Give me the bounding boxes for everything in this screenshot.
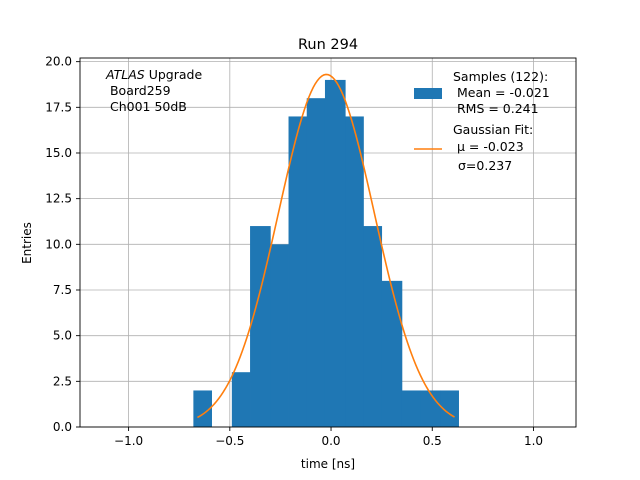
legend-samples-mean: Mean = -0.021 [453, 85, 550, 100]
x-tick-label: 0.0 [321, 434, 340, 448]
chart-title: Run 294 [298, 37, 358, 53]
annotation-line-1: ATLAS Upgrade [105, 67, 202, 82]
histogram-bar [363, 226, 383, 427]
y-tick-label: 12.5 [45, 192, 72, 206]
y-axis-ticks: 0.0 2.5 5.0 7.5 10.0 12.5 15.0 17.5 20.0 [45, 55, 80, 434]
legend-samples-title: Samples (122): [453, 69, 548, 84]
y-tick-label: 7.5 [53, 283, 72, 297]
y-tick-label: 5.0 [53, 329, 72, 343]
x-tick-label: 0.5 [423, 434, 442, 448]
y-axis-label: Entries [20, 222, 34, 264]
histogram-bar [306, 98, 326, 428]
histogram-bar [288, 116, 308, 427]
x-tick-label: −1.0 [114, 434, 143, 448]
annotation-line-3: Ch001 50dB [106, 99, 187, 114]
legend-samples-rms: RMS = 0.241 [453, 101, 539, 116]
histogram-bar [420, 390, 441, 427]
histogram-bar [381, 280, 403, 427]
x-tick-label: −0.5 [215, 434, 244, 448]
histogram-bars [193, 79, 459, 428]
atlas-annotation: ATLAS Upgrade Board259 Ch001 50dB [105, 67, 202, 114]
legend: Samples (122): Mean = -0.021 RMS = 0.241… [414, 69, 550, 173]
gaussian-fit-curve [197, 73, 455, 419]
y-tick-label: 20.0 [45, 55, 72, 69]
annotation-line-2: Board259 [106, 83, 171, 98]
x-axis-label: time [ns] [301, 457, 355, 471]
y-tick-label: 0.0 [53, 420, 72, 434]
legend-samples-swatch [414, 88, 442, 99]
legend-fit-mu: μ = -0.023 [453, 139, 524, 154]
y-tick-label: 17.5 [45, 100, 72, 114]
histogram-bar [345, 116, 364, 427]
plot-frame [79, 57, 577, 428]
y-tick-label: 10.0 [45, 237, 72, 251]
x-tick-label: 1.0 [524, 434, 543, 448]
legend-fit-sigma: σ=0.237 [458, 158, 512, 173]
y-tick-label: 2.5 [53, 374, 72, 388]
histogram-bar [250, 226, 271, 427]
histogram-bar [324, 79, 346, 428]
y-tick-label: 15.0 [45, 146, 72, 160]
histogram-bar [231, 372, 251, 427]
histogram-bar [270, 244, 289, 427]
histogram-bar [440, 390, 459, 427]
x-axis-ticks: −1.0 −0.5 0.0 0.5 1.0 [114, 427, 543, 448]
legend-fit-title: Gaussian Fit: [453, 122, 533, 137]
histogram-bar [401, 390, 421, 427]
